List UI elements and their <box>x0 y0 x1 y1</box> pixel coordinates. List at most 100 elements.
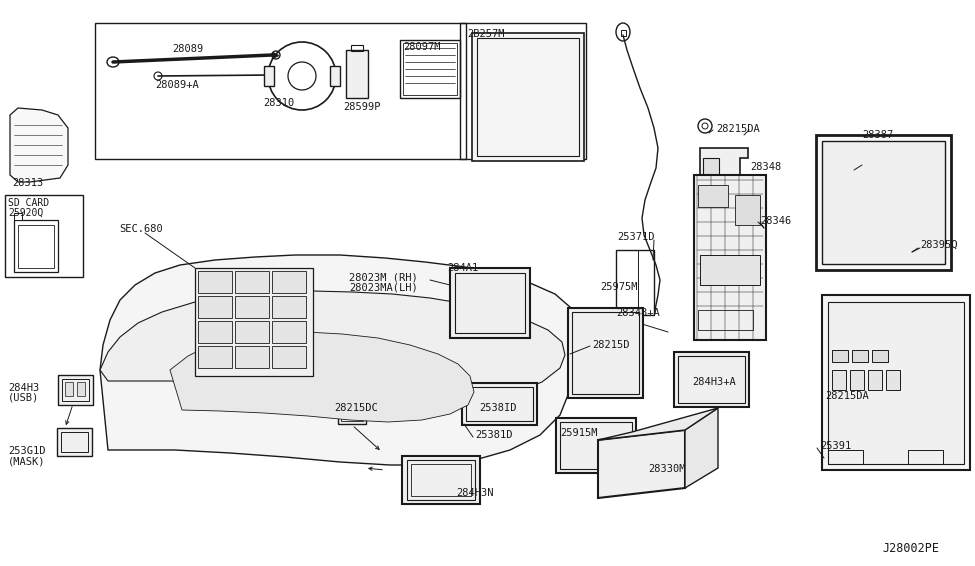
Bar <box>703 158 719 178</box>
Bar <box>272 321 306 343</box>
Text: 28089: 28089 <box>172 44 203 54</box>
Text: 28215D: 28215D <box>592 340 630 350</box>
Ellipse shape <box>936 313 960 337</box>
Text: 28395Q: 28395Q <box>920 240 957 250</box>
Bar <box>560 422 632 469</box>
Bar <box>908 450 943 464</box>
Bar <box>472 33 584 161</box>
Text: 28330M: 28330M <box>648 464 685 474</box>
Bar <box>330 66 340 86</box>
Bar <box>264 66 274 86</box>
Bar <box>5 195 83 277</box>
Bar <box>61 432 88 452</box>
Text: 284H3N: 284H3N <box>456 488 493 498</box>
Bar <box>272 271 306 293</box>
Text: 25920Q: 25920Q <box>8 208 43 218</box>
Bar <box>198 296 232 318</box>
Bar <box>466 387 533 421</box>
Text: 28215DA: 28215DA <box>716 124 760 134</box>
Text: 28215DC: 28215DC <box>334 403 377 413</box>
Text: 25391: 25391 <box>820 441 851 451</box>
Ellipse shape <box>835 395 855 415</box>
Text: 28097M: 28097M <box>403 42 441 52</box>
Bar <box>822 295 970 470</box>
Polygon shape <box>598 430 685 498</box>
Polygon shape <box>685 408 718 488</box>
Bar <box>700 255 760 285</box>
Ellipse shape <box>891 395 911 415</box>
Polygon shape <box>598 408 718 440</box>
Polygon shape <box>170 332 474 422</box>
Bar <box>62 379 89 401</box>
Bar <box>868 370 882 390</box>
Text: 28387: 28387 <box>862 130 893 140</box>
Bar <box>403 43 457 95</box>
Text: 28348+A: 28348+A <box>616 308 660 318</box>
Bar <box>235 296 269 318</box>
Bar <box>400 40 460 98</box>
Text: J28002PE: J28002PE <box>882 542 939 555</box>
Bar <box>450 268 530 338</box>
Text: 28023M (RH): 28023M (RH) <box>349 272 417 282</box>
Bar <box>556 418 636 473</box>
Text: 28313: 28313 <box>12 178 43 188</box>
Bar <box>235 271 269 293</box>
Polygon shape <box>700 148 748 195</box>
Polygon shape <box>100 291 565 403</box>
Bar <box>678 356 745 403</box>
Ellipse shape <box>869 423 883 437</box>
Bar <box>198 321 232 343</box>
Bar <box>14 220 58 272</box>
Bar <box>735 195 760 225</box>
Bar <box>338 400 366 424</box>
Text: 284H3+A: 284H3+A <box>692 377 736 387</box>
Bar <box>341 403 363 421</box>
Bar <box>674 352 749 407</box>
Bar <box>621 30 626 36</box>
Text: 28310: 28310 <box>263 98 294 108</box>
Bar <box>272 296 306 318</box>
Text: 28599P: 28599P <box>343 102 380 112</box>
Text: SEC.680: SEC.680 <box>119 224 163 234</box>
Bar <box>462 383 537 425</box>
Ellipse shape <box>841 423 855 437</box>
Bar <box>822 141 945 264</box>
Bar <box>65 382 73 396</box>
Text: 25381D: 25381D <box>475 430 513 440</box>
Bar <box>698 310 753 330</box>
Bar <box>460 23 586 159</box>
Bar <box>568 308 643 398</box>
Bar <box>455 273 525 333</box>
Ellipse shape <box>892 309 924 341</box>
Bar <box>402 456 480 504</box>
Text: (MASK): (MASK) <box>8 456 46 466</box>
Polygon shape <box>100 255 570 465</box>
Bar <box>269 312 291 334</box>
Bar <box>852 350 868 362</box>
Bar <box>18 225 54 268</box>
Bar <box>886 370 900 390</box>
Bar <box>57 428 92 456</box>
Text: (USB): (USB) <box>8 393 39 403</box>
Text: 25371D: 25371D <box>617 232 654 242</box>
Text: 28215DB: 28215DB <box>270 311 314 321</box>
Bar <box>411 464 471 496</box>
Bar <box>698 185 728 207</box>
Text: 2B257M: 2B257M <box>467 29 504 39</box>
Text: SD CARD: SD CARD <box>8 198 49 208</box>
Bar <box>198 271 232 293</box>
Bar <box>572 312 639 394</box>
Bar <box>95 23 466 159</box>
Text: 28348: 28348 <box>750 162 781 172</box>
Bar <box>832 370 846 390</box>
Ellipse shape <box>842 309 874 341</box>
Bar <box>346 50 368 98</box>
Ellipse shape <box>897 423 911 437</box>
Bar <box>828 302 964 464</box>
Polygon shape <box>14 213 22 220</box>
Bar <box>694 175 766 340</box>
Bar <box>616 250 654 315</box>
Text: 28023MA(LH): 28023MA(LH) <box>349 283 417 293</box>
Text: 28089+A: 28089+A <box>155 80 199 90</box>
Bar <box>351 45 363 51</box>
